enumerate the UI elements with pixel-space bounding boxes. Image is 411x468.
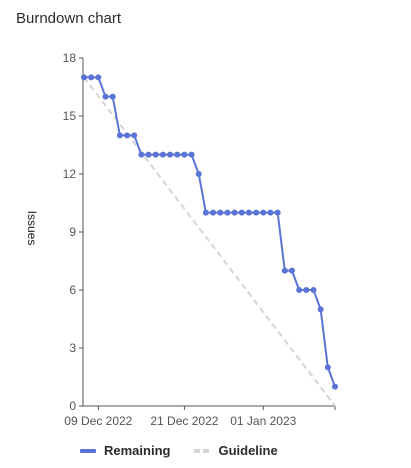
y-tick-label: 18 xyxy=(63,51,77,65)
remaining-point xyxy=(95,74,102,81)
remaining-series xyxy=(81,74,338,390)
remaining-point xyxy=(145,151,152,158)
remaining-point xyxy=(210,209,217,216)
x-tick-label: 09 Dec 2022 xyxy=(64,414,132,428)
remaining-point xyxy=(188,151,195,158)
y-tick-label: 9 xyxy=(69,225,76,239)
tick-labels: 0 3 6 9 12 15 18 09 Dec 2022 21 Dec 2022 01 Jan 2… xyxy=(63,51,297,428)
legend-item-guideline[interactable]: Guideline xyxy=(194,443,278,458)
guideline-line xyxy=(83,76,336,407)
remaining-point xyxy=(238,209,245,216)
remaining-point xyxy=(195,171,202,177)
x-tick-label: 01 Jan 2023 xyxy=(230,414,296,428)
y-tick-label: 12 xyxy=(63,167,77,181)
remaining-point xyxy=(317,306,324,313)
y-tick-label: 0 xyxy=(69,399,76,413)
y-axis-label: Issues xyxy=(25,211,39,246)
y-tick-label: 15 xyxy=(63,109,77,123)
remaining-point xyxy=(202,209,209,216)
remaining-point xyxy=(274,209,281,216)
remaining-point xyxy=(245,209,252,216)
remaining-point xyxy=(231,209,238,216)
remaining-point xyxy=(296,287,303,293)
guideline-swatch xyxy=(194,448,211,453)
y-tick-label: 6 xyxy=(69,283,76,297)
remaining-point xyxy=(102,93,109,100)
remaining-point xyxy=(88,74,95,81)
remaining-point xyxy=(174,151,181,158)
remaining-point xyxy=(152,151,159,158)
remaining-point xyxy=(124,132,131,139)
y-tick-label: 3 xyxy=(69,341,76,355)
remaining-point xyxy=(181,151,188,158)
remaining-point xyxy=(267,209,274,216)
remaining-point xyxy=(310,287,317,293)
remaining-point xyxy=(131,132,138,139)
remaining-point xyxy=(167,151,174,158)
axes xyxy=(79,57,336,410)
remaining-line xyxy=(84,76,336,388)
remaining-point xyxy=(324,364,331,371)
remaining-point xyxy=(303,287,310,293)
remaining-swatch xyxy=(80,448,96,453)
remaining-point xyxy=(81,74,87,81)
remaining-point xyxy=(288,267,295,274)
legend: Remaining Guideline xyxy=(80,443,278,458)
remaining-point xyxy=(217,209,224,216)
remaining-point xyxy=(332,383,338,390)
legend-label-guideline: Guideline xyxy=(218,443,278,458)
remaining-point xyxy=(138,151,145,158)
legend-label-remaining: Remaining xyxy=(104,443,171,458)
remaining-point xyxy=(159,151,166,158)
remaining-point xyxy=(109,93,116,100)
legend-item-remaining[interactable]: Remaining xyxy=(80,443,170,458)
remaining-point xyxy=(253,209,260,216)
remaining-point xyxy=(116,132,123,139)
x-tick-label: 21 Dec 2022 xyxy=(150,414,218,428)
chart-title: Burndown chart xyxy=(16,10,122,27)
remaining-point xyxy=(260,209,267,216)
guideline-series xyxy=(83,76,336,407)
remaining-point xyxy=(281,267,288,274)
remaining-point xyxy=(224,209,231,216)
